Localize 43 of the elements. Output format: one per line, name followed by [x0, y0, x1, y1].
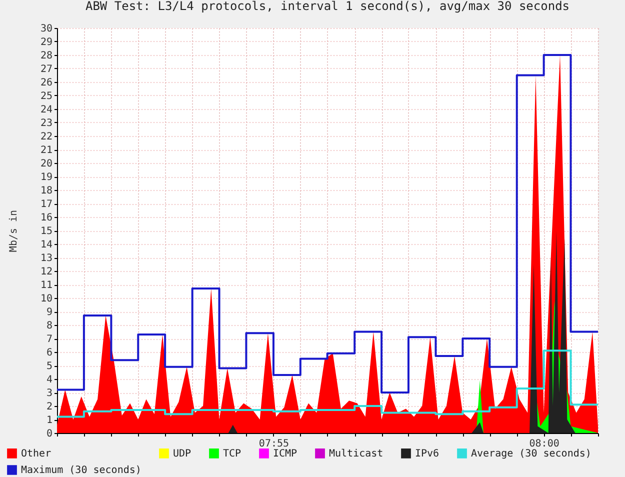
x-tick-label: 08:00 [529, 438, 560, 450]
y-tick-label: 0 [46, 428, 52, 440]
y-tick-label: 10 [40, 294, 52, 304]
y-tick-label: 13 [40, 253, 52, 264]
y-tick-label: 19 [40, 172, 52, 183]
y-tick-label: 6 [46, 348, 52, 358]
y-tick-label: 23 [40, 118, 52, 129]
y-tick-label: 7 [46, 334, 52, 345]
y-tick-label: 20 [40, 158, 52, 170]
legend-label: ICMP [273, 448, 298, 460]
x-tick-label: 07:55 [258, 438, 290, 450]
y-tick-label: 24 [40, 104, 52, 116]
y-axis-title: Mb/s in [8, 210, 20, 252]
y-tick-label: 18 [40, 186, 52, 196]
y-tick-label: 15 [40, 226, 52, 237]
y-tick-label: 30 [40, 24, 52, 34]
y-tick-label: 25 [40, 91, 52, 102]
y-tick-label: 14 [40, 240, 52, 250]
y-tick-label: 2 [46, 402, 52, 412]
legend-label: UDP [173, 448, 192, 460]
legend-label: Other [21, 448, 52, 460]
y-tick-label: 17 [40, 199, 52, 210]
chart-title: ABW Test: L3/L4 protocols, interval 1 second(s), avg/max 30 seconds [85, 0, 570, 13]
y-tick-label: 8 [46, 320, 52, 332]
y-tick-label: 27 [40, 64, 52, 75]
legend-label: IPv6 [415, 448, 440, 460]
y-tick-label: 4 [46, 374, 52, 386]
y-tick-label: 16 [40, 212, 52, 224]
y-tick-label: 5 [46, 361, 52, 372]
y-tick-label: 26 [40, 78, 52, 88]
y-tick-label: 22 [40, 132, 52, 142]
y-tick-label: 3 [46, 388, 52, 399]
legend-label: TCP [223, 448, 242, 460]
legend-label: Average (30 seconds) [471, 448, 592, 460]
y-tick-label: 28 [40, 50, 52, 62]
y-tick-label: 11 [40, 280, 52, 291]
legend-label: Maximum (30 seconds) [21, 465, 142, 476]
y-tick-label: 12 [40, 266, 52, 278]
y-tick-label: 1 [46, 415, 52, 426]
y-tick-label: 29 [40, 37, 52, 48]
legend-label: Multicast [329, 448, 384, 460]
y-tick-label: 9 [46, 307, 52, 318]
y-tick-label: 21 [40, 145, 52, 156]
